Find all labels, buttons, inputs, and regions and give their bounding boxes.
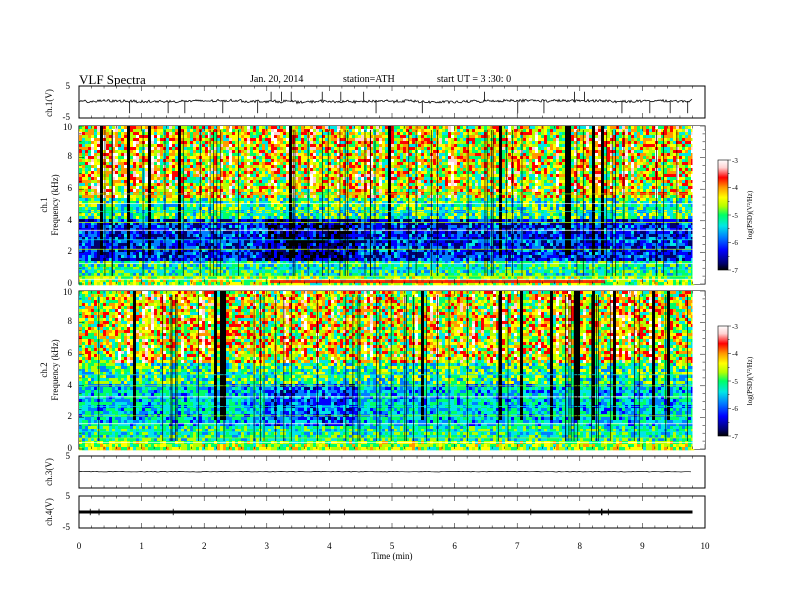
ch2-spec-ytick-8: 8 xyxy=(68,316,73,326)
xtick-label-8: 8 xyxy=(578,541,583,551)
ch1-colorbar xyxy=(718,160,728,270)
xtick-label-9: 9 xyxy=(640,541,645,551)
ch1-cb-tick-m7: -7 xyxy=(732,267,738,275)
xtick-label-4: 4 xyxy=(327,541,332,551)
ch1-cb-tick-m6: -6 xyxy=(732,239,738,247)
ch1-spec-ytick-6: 6 xyxy=(68,183,73,193)
xtick-label-2: 2 xyxy=(202,541,207,551)
ch1-spec-ytick-2: 2 xyxy=(68,246,73,256)
ch1-ytick-bottom: -5 xyxy=(63,112,71,122)
ch1-cb-tick-m5: -5 xyxy=(732,212,738,220)
ch2-colorbar xyxy=(718,326,728,436)
xtick-label-5: 5 xyxy=(390,541,395,551)
ch1-spec-channel-label: ch.1 xyxy=(39,197,49,212)
start-time-label: start UT = 3 :30: 0 xyxy=(437,74,511,85)
xtick-label-1: 1 xyxy=(139,541,144,551)
station-label: station=ATH xyxy=(343,74,395,85)
xtick-label-0: 0 xyxy=(77,541,82,551)
xtick-label-6: 6 xyxy=(452,541,457,551)
ch3-trace xyxy=(79,471,691,472)
ch2-spec-ytick-6: 6 xyxy=(68,348,73,358)
ch1-spec-ytick-4: 4 xyxy=(68,215,73,225)
ch4-ytick-top: 5 xyxy=(66,491,71,501)
ch2-cb-tick-m7: -7 xyxy=(732,433,738,441)
ch1-ytick-top: 5 xyxy=(66,81,71,91)
ch4-ytick-bottom: -5 xyxy=(63,522,71,532)
ch2-spec-ytick-2: 2 xyxy=(68,411,73,421)
ch2-spec-ytick-10: 10 xyxy=(63,287,73,297)
xtick-label-3: 3 xyxy=(265,541,270,551)
ch1-cb-tick-m4: -4 xyxy=(732,184,738,192)
xtick-label-10: 10 xyxy=(701,541,711,551)
figure-title: VLF Spectra xyxy=(79,72,146,88)
ch2-spec-ylabel: Frequency (kHz) xyxy=(50,339,60,400)
ch1-spectrogram xyxy=(79,126,705,285)
ch2-cb-label: log(PSD)(V²/Hz) xyxy=(746,356,754,405)
ch3-ylabel: ch.3(V) xyxy=(44,458,54,486)
colorbar-ticks xyxy=(728,160,731,436)
ch2-cb-tick-m6: -6 xyxy=(732,405,738,413)
ch2-cb-tick-m3: -3 xyxy=(732,323,738,331)
ch4-trace xyxy=(79,511,693,514)
ch1-spikes xyxy=(130,92,688,113)
ch2-cb-tick-m4: -4 xyxy=(732,350,738,358)
x-axis-label: Time (min) xyxy=(372,551,413,561)
ch2-spec-channel-label: ch.2 xyxy=(39,362,49,377)
x-tick-labels: 0 1 2 3 4 5 6 7 8 9 10 xyxy=(77,541,710,551)
ch1-spec-ytick-8: 8 xyxy=(68,151,73,161)
ch1-trace xyxy=(79,99,692,103)
ch3-ytick-top: 5 xyxy=(66,451,71,461)
ch1-cb-tick-m3: -3 xyxy=(732,157,738,165)
ch1-ylabel: ch.1(V) xyxy=(44,89,54,117)
ch1-spec-ylabel: Frequency (kHz) xyxy=(50,174,60,235)
ch1-cb-label: log(PSD)(V²/Hz) xyxy=(746,190,754,239)
xtick-label-7: 7 xyxy=(515,541,520,551)
ch2-spectrogram xyxy=(79,291,705,450)
ch2-spec-ytick-4: 4 xyxy=(68,380,73,390)
ch4-ylabel: ch.4(V) xyxy=(44,498,54,526)
vlf-spectra-figure: 5 -5 0 2 4 6 8 10 0 2 4 6 8 10 5 5 -5 ch… xyxy=(0,0,792,612)
date-label: Jan. 20, 2014 xyxy=(250,74,303,85)
ch2-cb-tick-m5: -5 xyxy=(732,378,738,386)
ch1-spec-ytick-10: 10 xyxy=(63,122,73,132)
